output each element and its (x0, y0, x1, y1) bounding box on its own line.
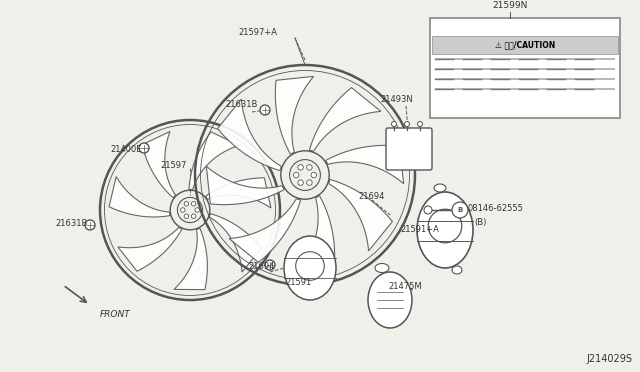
Ellipse shape (417, 192, 473, 268)
Text: ⚠ 注意/CAUTION: ⚠ 注意/CAUTION (495, 41, 555, 49)
Text: (B): (B) (474, 218, 486, 227)
Polygon shape (206, 166, 284, 205)
Polygon shape (309, 87, 381, 151)
Text: 21694: 21694 (248, 262, 275, 271)
Text: 21631B: 21631B (55, 219, 88, 228)
Ellipse shape (368, 272, 412, 328)
Bar (432, 36, 618, 54)
Text: 08146-62555: 08146-62555 (468, 204, 524, 213)
Text: 21631B: 21631B (225, 100, 257, 109)
Circle shape (265, 260, 275, 270)
Circle shape (296, 252, 324, 280)
Circle shape (294, 172, 299, 178)
Polygon shape (174, 228, 207, 290)
Ellipse shape (434, 184, 446, 192)
Polygon shape (296, 196, 335, 274)
Circle shape (191, 214, 196, 218)
Polygon shape (275, 76, 314, 154)
Circle shape (85, 220, 95, 230)
Circle shape (417, 122, 422, 126)
Circle shape (307, 165, 312, 170)
Polygon shape (329, 179, 392, 251)
Polygon shape (218, 99, 281, 171)
Bar (430, 18, 620, 118)
Circle shape (184, 202, 189, 206)
Text: 21591: 21591 (285, 278, 311, 287)
Text: J214029S: J214029S (586, 354, 632, 364)
Circle shape (307, 180, 312, 185)
Polygon shape (209, 214, 262, 272)
Text: 21694: 21694 (358, 192, 385, 201)
Circle shape (392, 122, 397, 126)
Circle shape (180, 208, 185, 212)
Circle shape (311, 172, 317, 178)
Text: FRONT: FRONT (100, 310, 131, 319)
Circle shape (191, 202, 196, 206)
Ellipse shape (284, 236, 336, 300)
Circle shape (404, 122, 410, 126)
FancyBboxPatch shape (386, 128, 432, 170)
Polygon shape (326, 145, 404, 184)
Text: 21493N: 21493N (380, 95, 413, 104)
Circle shape (428, 209, 462, 243)
Polygon shape (118, 227, 182, 271)
Text: 21475M: 21475M (388, 282, 422, 291)
Polygon shape (109, 177, 170, 217)
Polygon shape (229, 199, 301, 262)
Polygon shape (142, 132, 175, 198)
Polygon shape (205, 178, 271, 208)
Text: B: B (458, 207, 463, 213)
Circle shape (298, 165, 303, 170)
Circle shape (424, 206, 432, 214)
Circle shape (298, 180, 303, 185)
Text: 21591+A: 21591+A (400, 225, 439, 234)
Circle shape (260, 105, 270, 115)
Text: 21599N: 21599N (492, 1, 528, 10)
Ellipse shape (375, 263, 389, 273)
Text: 21400E: 21400E (110, 145, 141, 154)
Text: 21597: 21597 (160, 161, 186, 170)
Circle shape (139, 143, 149, 153)
Ellipse shape (452, 266, 462, 274)
Circle shape (184, 214, 189, 218)
Circle shape (195, 208, 200, 212)
Polygon shape (189, 132, 239, 189)
Circle shape (452, 202, 468, 218)
Text: 21597+A: 21597+A (239, 28, 278, 37)
